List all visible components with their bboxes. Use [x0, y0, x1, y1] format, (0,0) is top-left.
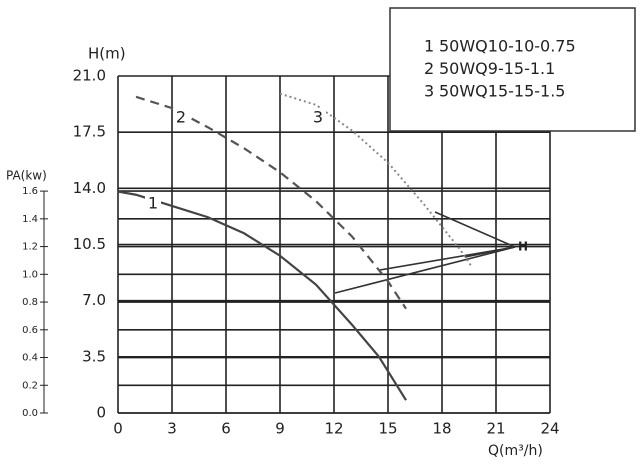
y-tick-label: 10.5	[73, 235, 106, 253]
x-tick-label: 3	[167, 420, 177, 438]
operating-line	[334, 246, 516, 294]
operating-lines	[334, 211, 516, 294]
annotation: H	[518, 240, 528, 254]
y2-tick-label: 1.6	[22, 186, 38, 197]
x-tick-label: 6	[221, 420, 231, 438]
y-tick-label: 7.0	[82, 291, 106, 309]
x-tick-label: 21	[486, 420, 505, 438]
y-tick-label: 3.5	[82, 347, 106, 365]
curve-label-bg	[173, 108, 189, 128]
curve	[135, 95, 407, 310]
x-tick-label: 18	[432, 420, 451, 438]
y2-tick-label: 0.0	[22, 408, 38, 419]
x-tick-label: 0	[113, 420, 123, 438]
x-axis-title: Q(m³/h)	[488, 443, 543, 459]
y-tick-label: 17.5	[73, 123, 106, 141]
y2-tick-label: 0.2	[22, 380, 38, 391]
curve-label: 1	[148, 194, 158, 213]
x-tick-label: 15	[378, 420, 397, 438]
y2-tick-label: 0.4	[22, 353, 38, 364]
legend-number: 2	[424, 59, 434, 78]
legend-number: 3	[424, 82, 434, 101]
legend-label: 50WQ15-15-1.5	[439, 82, 565, 101]
operating-line	[434, 211, 516, 248]
legend-box	[389, 7, 636, 132]
legend-label: 50WQ9-15-1.1	[439, 59, 555, 78]
y2-tick-label: 1.2	[22, 242, 38, 253]
curve-label-bg	[310, 108, 326, 128]
curve	[117, 190, 407, 401]
y-tick-label: 0	[96, 404, 106, 422]
legend-label: 50WQ10-10-0.75	[439, 37, 576, 56]
x-tick-label: 24	[540, 420, 559, 438]
y2-tick-label: 1.4	[22, 214, 38, 225]
curve-label: 2	[176, 108, 186, 127]
curve-label-bg	[145, 194, 161, 214]
x-tick-label: 12	[324, 420, 343, 438]
curve	[279, 92, 472, 266]
y-tick-label: 14.0	[73, 179, 106, 197]
operating-line	[464, 246, 516, 258]
curve-label: 3	[313, 108, 323, 127]
y2-axis-title: PA(kw)	[6, 169, 47, 183]
legend-number: 1	[424, 37, 434, 56]
y-tick-label: 21.0	[73, 67, 106, 85]
y2-tick-label: 1.0	[22, 269, 38, 280]
y2-tick-label: 0.8	[22, 297, 38, 308]
y2-tick-label: 0.6	[22, 325, 38, 336]
x-tick-label: 9	[275, 420, 285, 438]
y-axis-title: H(m)	[88, 45, 126, 63]
